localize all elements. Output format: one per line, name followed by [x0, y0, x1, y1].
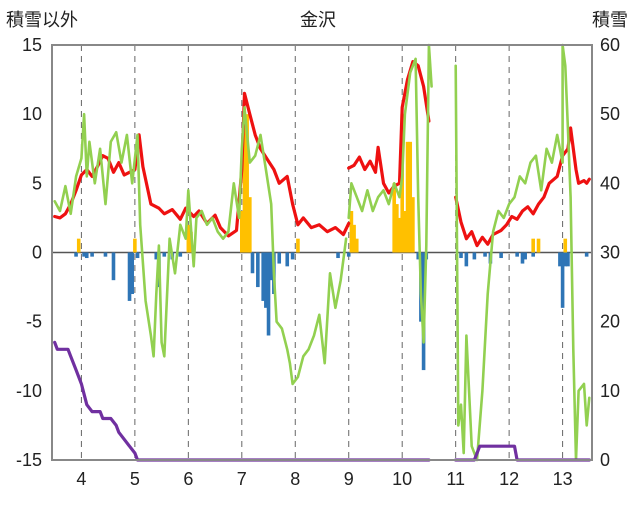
series-line — [454, 43, 591, 462]
bar — [74, 252, 78, 257]
bar — [584, 252, 589, 257]
bar — [352, 224, 356, 253]
bar — [392, 183, 396, 253]
bar — [277, 252, 282, 264]
bar — [240, 211, 244, 253]
bar — [472, 252, 477, 260]
x-tick-label: 6 — [183, 469, 193, 489]
bar — [520, 252, 525, 264]
x-tick-label: 4 — [76, 469, 86, 489]
y-right-tick-label: 40 — [600, 173, 620, 193]
y-left-tick-label: -10 — [16, 381, 42, 401]
bar — [111, 252, 116, 281]
y-right-tick-label: 0 — [600, 450, 610, 470]
y-left-tick-label: 0 — [32, 243, 42, 263]
x-tick-label: 11 — [446, 469, 465, 489]
bar — [162, 252, 167, 257]
x-tick-label: 12 — [499, 469, 519, 489]
bar — [127, 252, 132, 301]
bar — [531, 252, 535, 257]
bar — [261, 252, 265, 301]
bar — [459, 252, 463, 259]
bar — [248, 197, 252, 253]
bar — [566, 252, 570, 267]
bar — [536, 238, 541, 253]
bar — [90, 252, 94, 257]
bar — [76, 238, 81, 253]
y-right-tick-label: 60 — [600, 35, 620, 55]
bar — [290, 252, 295, 260]
bar — [563, 252, 568, 267]
y-axis-right-label: 積雪 — [592, 10, 628, 30]
y-axis-left-label: 積雪以外 — [6, 10, 78, 30]
x-tick-label: 10 — [392, 469, 412, 489]
series-line — [53, 106, 348, 386]
x-tick-label: 5 — [130, 469, 140, 489]
series-line — [454, 444, 591, 462]
series-line — [53, 340, 431, 462]
plot-frame — [51, 44, 593, 461]
bar — [563, 238, 568, 253]
bar — [560, 252, 565, 308]
y-right-tick-label: 50 — [600, 104, 620, 124]
bar — [269, 252, 274, 281]
bar — [483, 252, 487, 257]
bar — [296, 238, 300, 253]
bar — [464, 252, 469, 267]
x-tick-label: 7 — [237, 469, 247, 489]
bar — [135, 252, 140, 259]
bar — [266, 252, 271, 336]
bar — [416, 252, 421, 260]
bar — [403, 211, 407, 253]
y-left-tick-label: 15 — [22, 35, 42, 55]
bar — [354, 238, 359, 253]
y-right-tick-label: 20 — [600, 312, 620, 332]
bar — [346, 252, 351, 257]
bar — [523, 252, 527, 260]
bar — [250, 252, 255, 274]
y-left-tick-label: 5 — [32, 173, 42, 193]
x-tick-label: 13 — [553, 469, 573, 489]
y-left-tick-label: 10 — [22, 104, 42, 124]
series-line — [454, 126, 591, 248]
y-left-tick-label: -5 — [26, 312, 42, 332]
bar — [242, 121, 247, 253]
bar — [82, 252, 86, 257]
bar — [103, 252, 108, 257]
bar — [499, 252, 503, 259]
bar — [154, 252, 159, 260]
chart-title: 金沢 — [300, 10, 336, 30]
y-right-tick-label: 30 — [600, 243, 620, 263]
bar — [133, 238, 137, 253]
y-right-tick-label: 10 — [600, 381, 620, 401]
y-left-tick-label: -15 — [16, 450, 42, 470]
bar — [336, 252, 340, 259]
series-line — [347, 43, 433, 344]
bar — [558, 252, 562, 267]
bar — [186, 224, 191, 253]
bar — [395, 204, 399, 253]
bar — [411, 197, 415, 253]
bar — [349, 211, 354, 253]
bar — [264, 252, 268, 308]
x-tick-label: 9 — [344, 469, 354, 489]
bar — [531, 238, 535, 253]
bar — [397, 217, 402, 253]
bar — [178, 252, 183, 257]
bar — [515, 252, 519, 257]
bar — [405, 141, 410, 253]
bar — [245, 114, 249, 253]
bar — [408, 141, 413, 253]
x-tick-label: 8 — [290, 469, 300, 489]
bar — [256, 252, 260, 288]
bar — [84, 252, 89, 259]
bar — [130, 252, 134, 294]
bar — [285, 252, 290, 267]
